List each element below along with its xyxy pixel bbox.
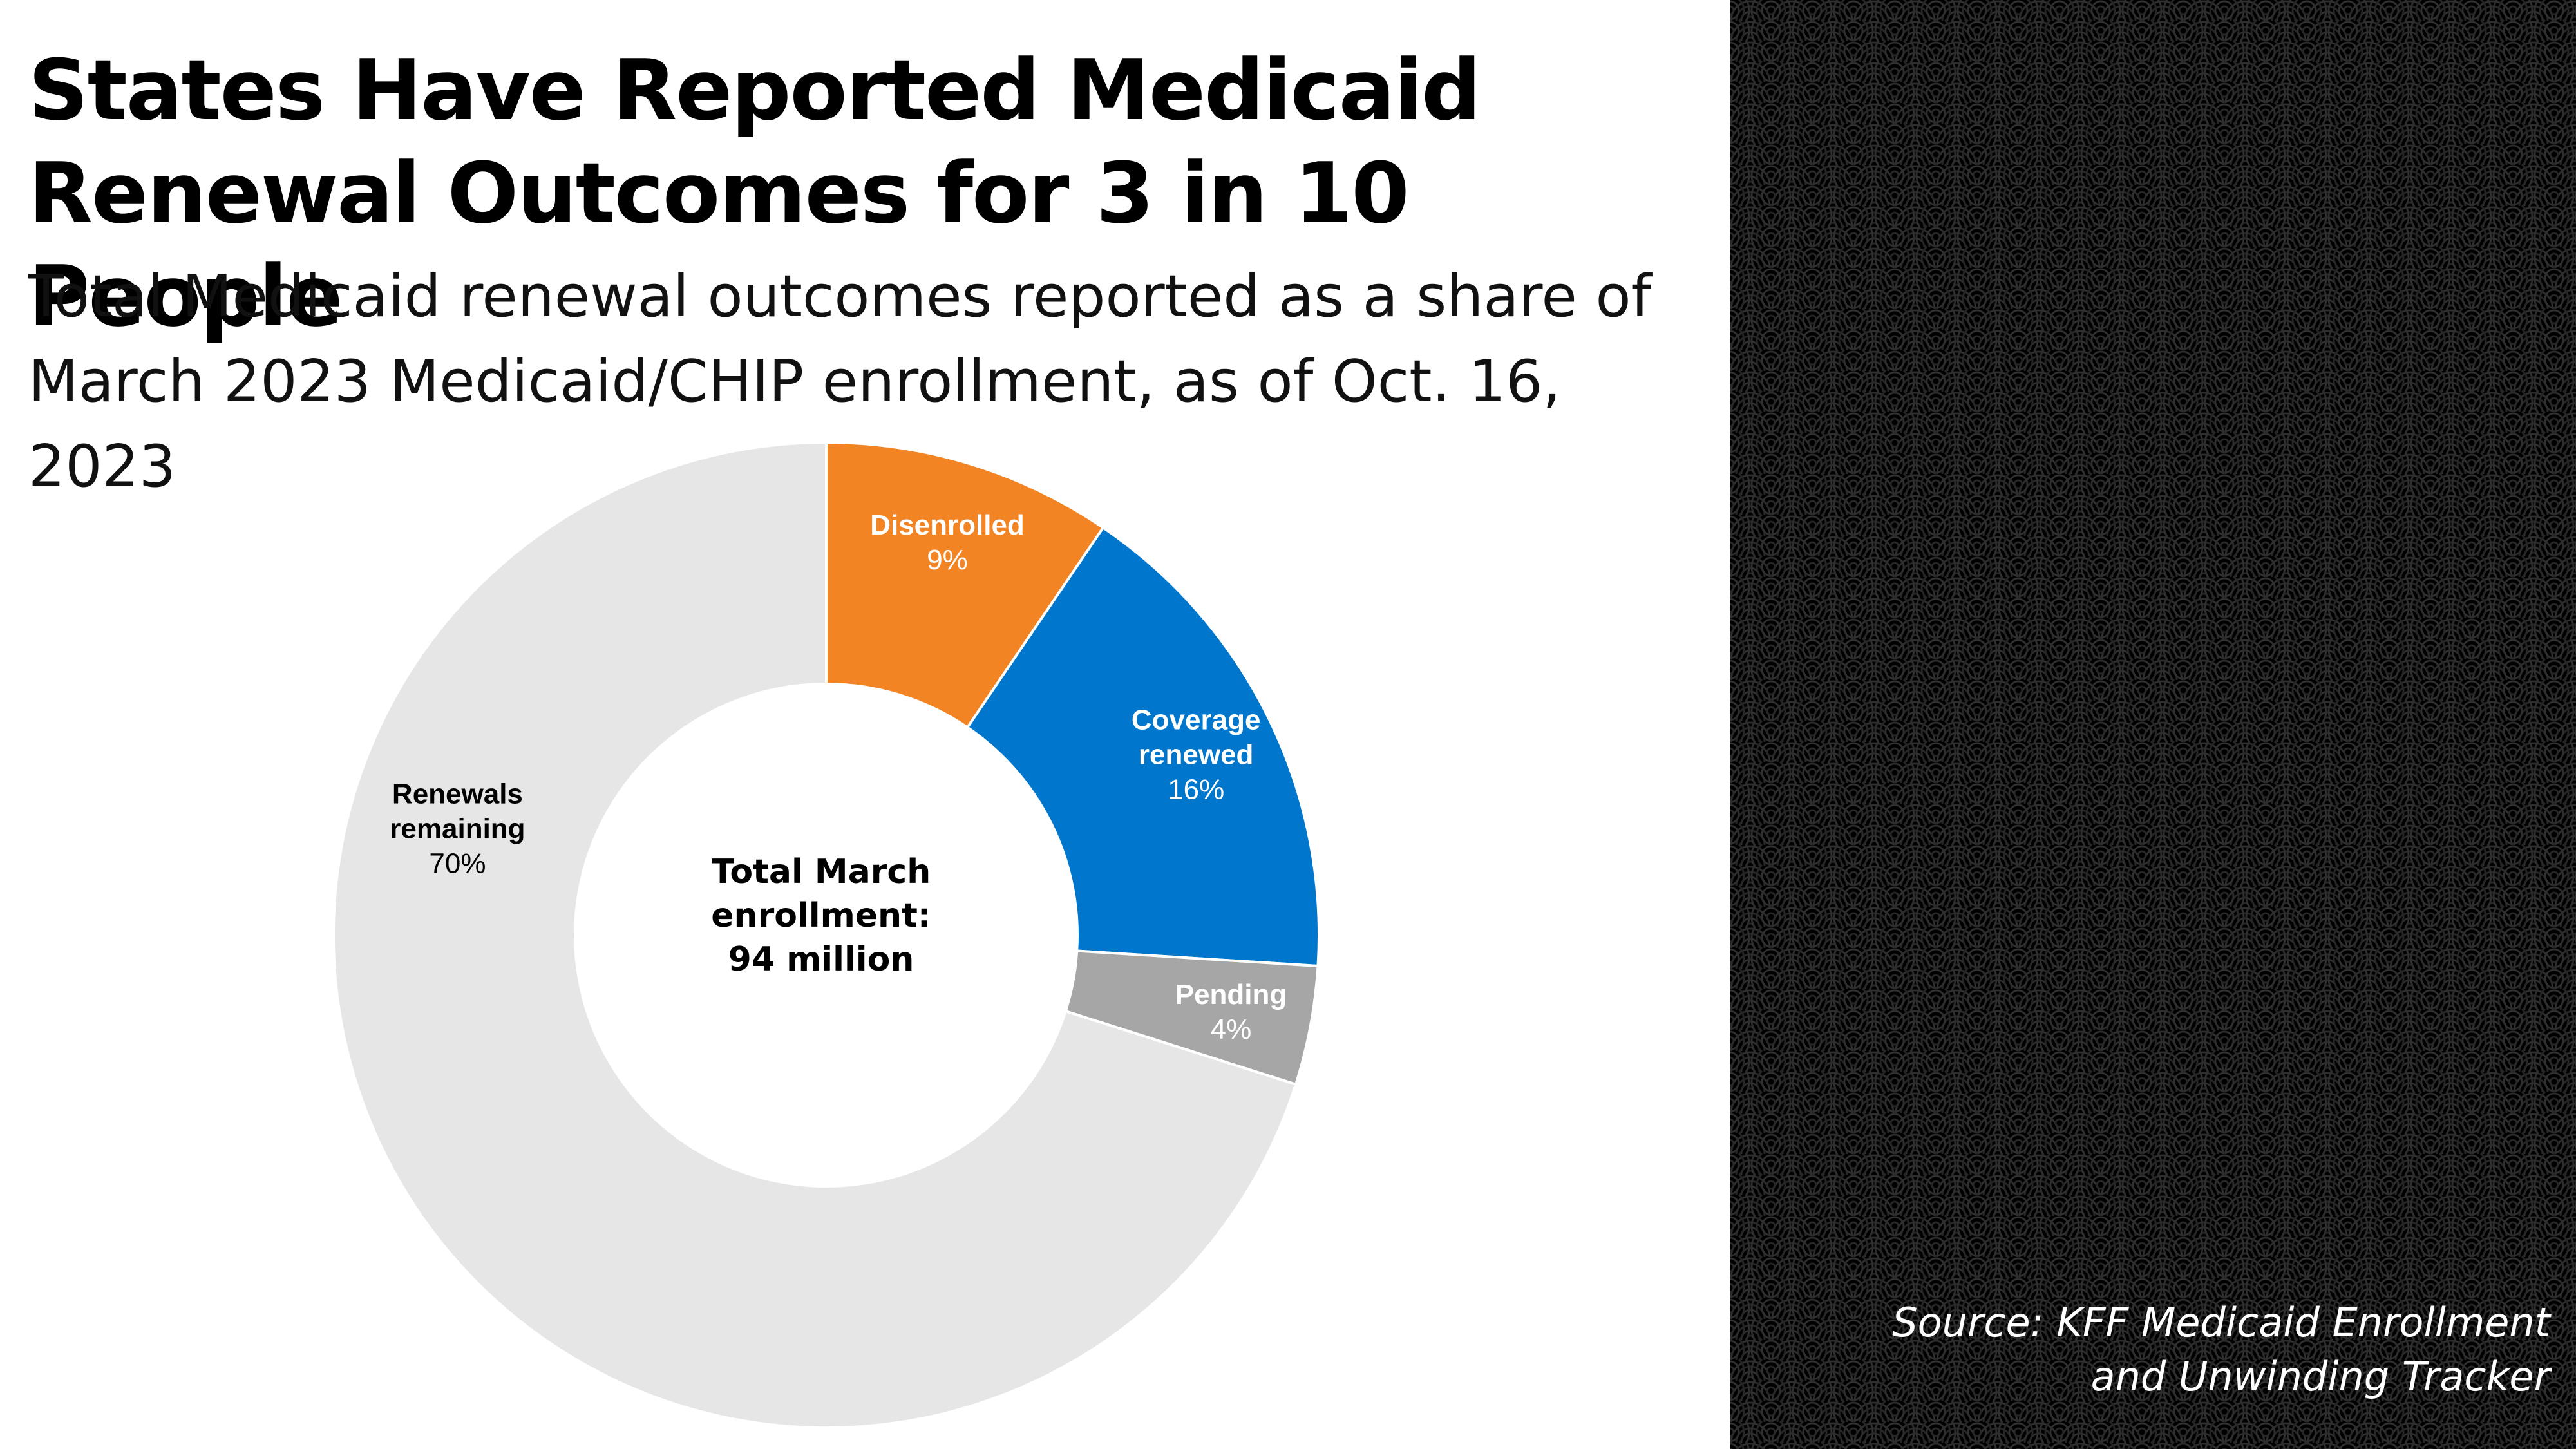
slice-percent-coverage-renewed: 16% <box>1168 774 1224 806</box>
slice-name-coverage-renewed-1: Coverage <box>1132 705 1261 736</box>
decorative-pattern-panel: Source: KFF Medicaid Enrollment and Unwi… <box>1730 0 2576 1449</box>
source-line-1: Source: KFF Medicaid Enrollment <box>1777 1296 2550 1350</box>
center-total-label: Total March enrollment: 94 million <box>692 850 950 981</box>
slice-name-pending-1: Pending <box>1175 979 1287 1010</box>
wave-pattern-background <box>1730 0 2576 1449</box>
slice-percent-pending: 4% <box>1211 1014 1252 1045</box>
slice-percent-disenrolled: 9% <box>927 544 968 576</box>
slice-percent-renewals-remaining: 70% <box>429 848 486 880</box>
left-panel: States Have Reported Medicaid Renewal Ou… <box>0 0 1730 1449</box>
source-note: Source: KFF Medicaid Enrollment and Unwi… <box>1777 1296 2550 1404</box>
source-line-2: and Unwinding Tracker <box>1777 1350 2550 1404</box>
slice-name-coverage-renewed-2: renewed <box>1139 739 1254 771</box>
center-label-line-1: Total March <box>692 850 950 894</box>
slice-name-disenrolled-1: Disenrolled <box>870 509 1025 541</box>
slice-name-renewals-remaining-1: Renewals <box>392 779 523 810</box>
center-label-line-3: 94 million <box>692 938 950 981</box>
center-label-line-2: enrollment: <box>692 894 950 938</box>
slice-name-renewals-remaining-2: remaining <box>390 813 525 845</box>
